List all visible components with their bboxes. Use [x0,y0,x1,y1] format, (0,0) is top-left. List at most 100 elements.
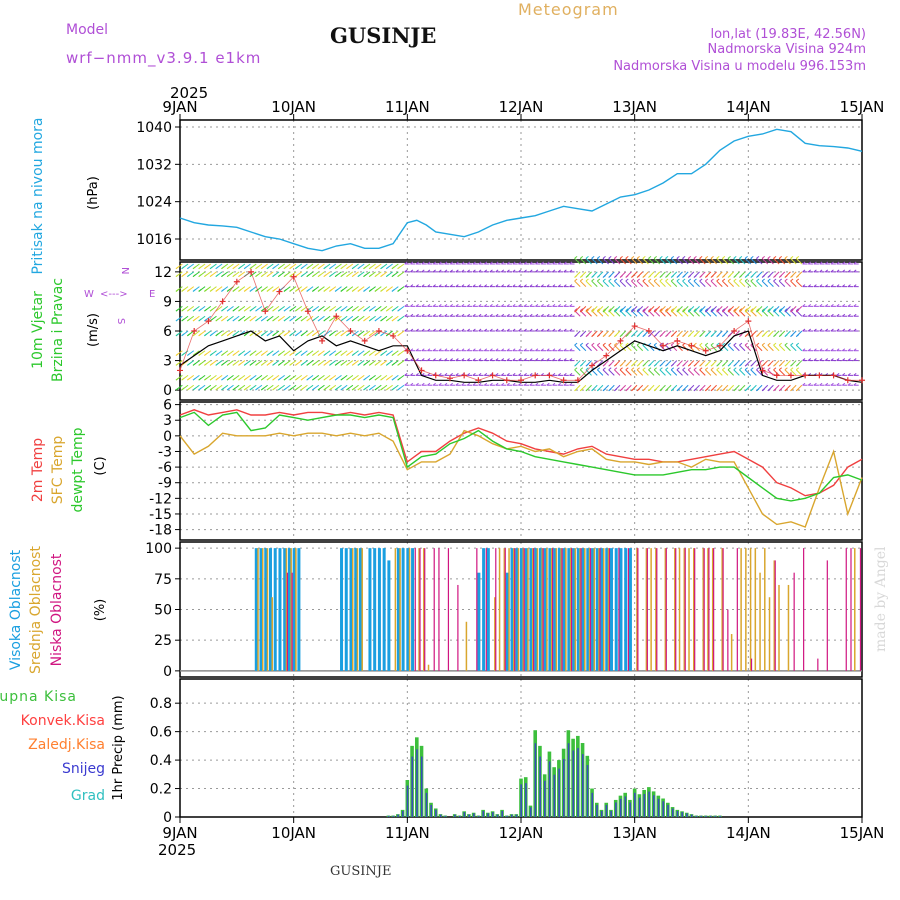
wind-arrow-head [397,362,401,366]
wind-arrow-head [813,328,817,332]
wind-arrow-head [705,308,709,312]
wind-arrow-head [523,358,527,361]
wind-arrow-head [334,318,338,322]
wind-arrow-head [357,289,361,292]
wind-arrow-head [351,308,355,312]
wind-arrow-head [546,382,550,386]
wind-arrow-head [739,308,743,312]
cloud-low-bar [457,584,459,671]
wind-arrow-head [232,377,236,381]
wind-arrow-head [368,274,373,278]
wind-arrow-head [705,342,709,346]
wind-arrow-head [693,309,697,313]
wind-arrow-head [813,313,817,317]
wind-arrow [585,280,592,287]
wind-arrow-head [642,367,646,371]
wind-arrow-head [175,353,179,356]
wind-arrow-head [495,358,499,361]
wind-arrow-head [351,266,355,270]
wind-arrow-head [836,382,840,386]
cloud-low-bar [627,548,629,671]
wind-arrow-head [773,309,777,313]
wind-arrow-head [819,328,823,332]
wind-arrow-head [295,308,299,312]
wind-arrow-head [853,348,857,352]
cloud-mid-bar [707,548,709,671]
wind-arrow-head [836,358,840,361]
wind-arrow-head [410,382,414,386]
pressure-line [179,128,863,252]
wind-arrow-head [778,334,783,337]
wind-arrow-head [557,348,561,352]
wind-gust-marker [333,313,340,320]
wind-arrow-head [421,261,425,265]
wind-arrow-head [665,388,669,392]
x-tick-label-bottom: 12JAN [499,824,544,842]
wind-arrow-head [181,308,185,312]
wind-arrow-head [602,334,606,337]
wind-arrow-head [198,353,202,356]
wind-arrow-head [215,266,219,270]
wind-arrow-head [512,348,516,352]
wind-arrow-head [744,388,748,392]
wind-arrow-head [813,269,817,273]
y-tick-label: 0.2 [150,782,172,798]
y-tick-label: 1032 [136,157,172,173]
wind-arrow-head [209,289,213,292]
wind-arrow-head [642,308,646,312]
precip-snow-bar [416,749,418,817]
wind-arrow-head [238,387,242,391]
y-tick-label: 1040 [136,120,172,136]
wind-arrow-head [277,308,282,312]
wind-arrow-head [619,308,623,312]
wind-arrow-head [761,255,765,259]
wind-arrow-head [597,255,601,259]
cloud-low-bar [665,548,667,671]
wind-arrow-head [813,303,817,307]
wind-arrow-head [415,284,419,288]
wind-arrow-head [368,353,373,356]
wind-arrow-head [483,382,488,386]
wind-arrow-head [653,363,657,367]
wind-arrow [704,280,712,287]
cloud-low-bar [703,548,705,671]
wind-arrow-head [722,278,726,282]
wind-arrow-head [198,289,202,292]
year-bottom: 2025 [158,841,196,859]
wind-arrow-head [466,269,471,273]
cloud-low-bar [793,572,795,671]
wind-arrow-head [619,363,623,367]
wind-arrow-head [404,303,408,307]
wind-arrow-head [569,303,573,307]
wind-arrow-head [415,348,419,352]
x-axis-top: 9JAN 10JAN 11JAN 12JAN 13JAN 14JAN 15JAN [162,98,884,120]
wind-arrow-head [181,333,185,337]
wind-arrow-head [722,363,726,367]
wind-arrow-head [483,358,488,361]
wind-gust-marker [688,342,695,349]
wind-arrow-head [687,334,692,337]
precip-snow-bar [411,756,414,817]
compass-north: N [119,267,130,274]
wind-arrow-head [682,334,686,337]
wind-arrow-head [535,269,539,273]
cloud-low-bar [533,548,535,671]
wind-arrow-head [449,372,453,376]
wind-arrow-head [597,308,601,312]
wind-arrow-head [506,328,510,332]
precip-snow-bar [387,815,390,817]
wind-arrow-head [802,313,806,317]
wind-arrow-head [461,348,465,352]
wind-arrow-head [300,308,304,312]
wind-arrow-head [421,382,425,386]
wind-arrow-head [444,269,448,273]
wind-arrow-head [557,372,561,376]
wind-arrow-head [249,308,253,312]
wind-arrow-head [648,275,652,278]
wind-arrow-head [175,377,179,381]
wind-arrow-head [181,289,185,292]
precip-snow-bar [600,810,603,817]
wind-arrow-head [693,278,697,282]
wind-arrow [653,280,661,287]
precip-snow-bar [506,815,508,817]
